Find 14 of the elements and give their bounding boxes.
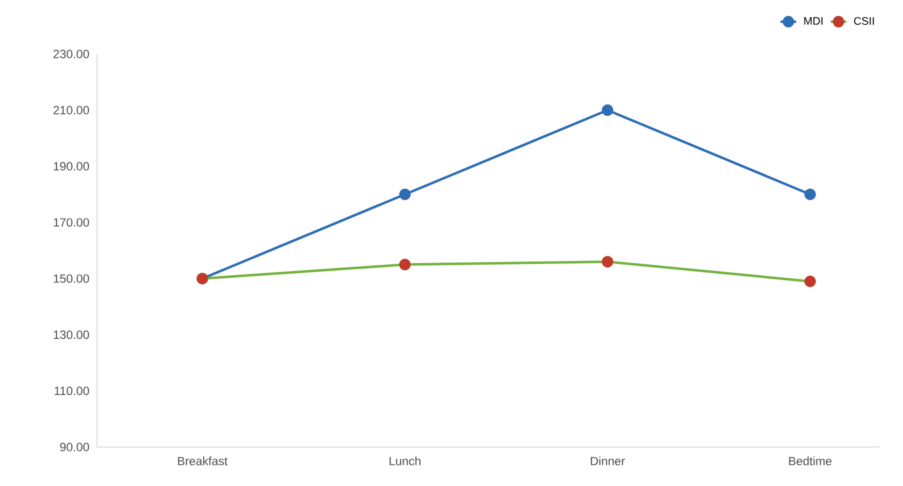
x-tick-label: Lunch bbox=[390, 456, 420, 466]
x-tick-label: Bedtime bbox=[789, 456, 832, 466]
y-tick-label: 90.00 bbox=[60, 442, 90, 452]
legend-label: MDI bbox=[804, 17, 822, 25]
y-tick-label: 210.00 bbox=[54, 106, 90, 114]
y-tick-label: 230.00 bbox=[54, 50, 90, 58]
y-tick-label: 150.00 bbox=[54, 274, 90, 283]
x-tick-label: Breakfast bbox=[178, 456, 228, 466]
x-tick-label: Dinner bbox=[590, 456, 625, 466]
y-tick-label: 110.00 bbox=[54, 386, 90, 396]
y-tick-label: 130.00 bbox=[54, 330, 90, 339]
y-tick-label: 170.00 bbox=[54, 218, 90, 227]
legend-label: CSII bbox=[854, 17, 874, 25]
y-tick-label: 190.00 bbox=[54, 162, 90, 171]
